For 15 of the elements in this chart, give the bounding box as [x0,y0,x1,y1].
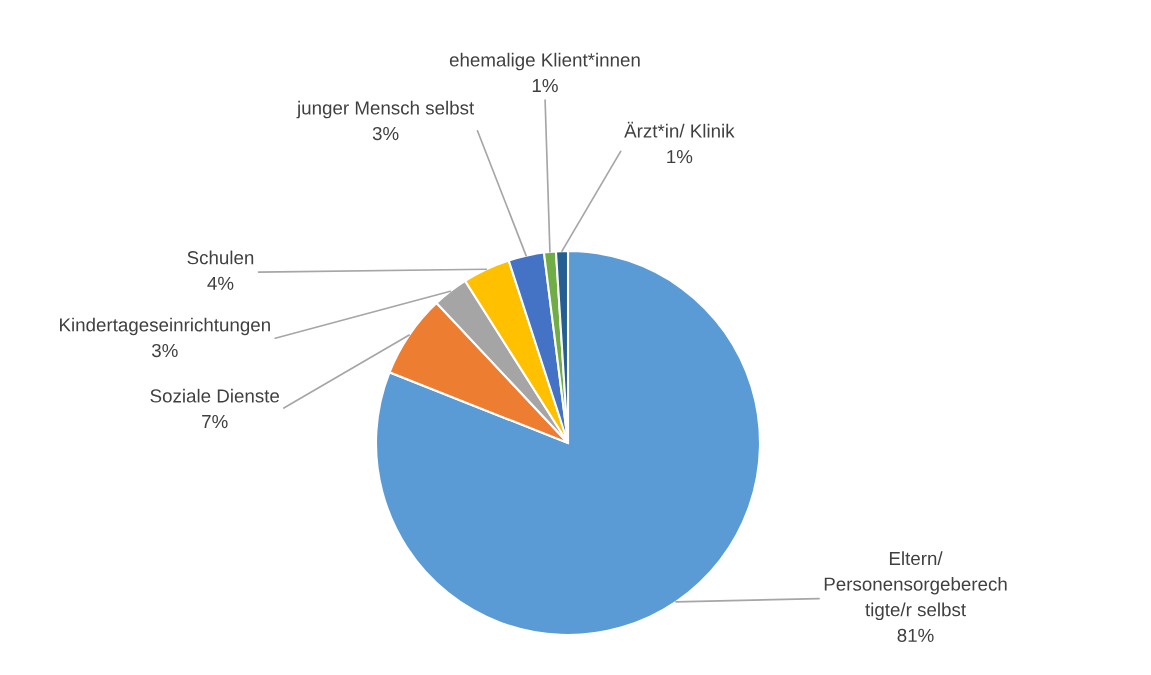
data-label: 1% [532,79,558,93]
data-label: 1% [667,150,693,164]
slice-label: Eltern/ Personensorgeberech tigte/r selbst [824,551,1007,621]
slice-label: Ärzt*in/ Klinik [624,121,735,138]
data-label: 4% [207,276,234,290]
slice-label: junger Mensch selbst [296,100,475,119]
slice-label: Schulen [187,250,254,265]
data-label: 81% [897,628,934,642]
data-label: 7% [202,415,228,429]
pie-slice [374,249,762,637]
data-label: 3% [151,343,178,358]
slice-label: Soziale Dienste [150,388,280,403]
slice-label: Kindertageseinrichtungen [60,317,270,336]
data-label: 3% [372,126,399,141]
slice-label: ehemalige Klient*innen [449,52,640,71]
